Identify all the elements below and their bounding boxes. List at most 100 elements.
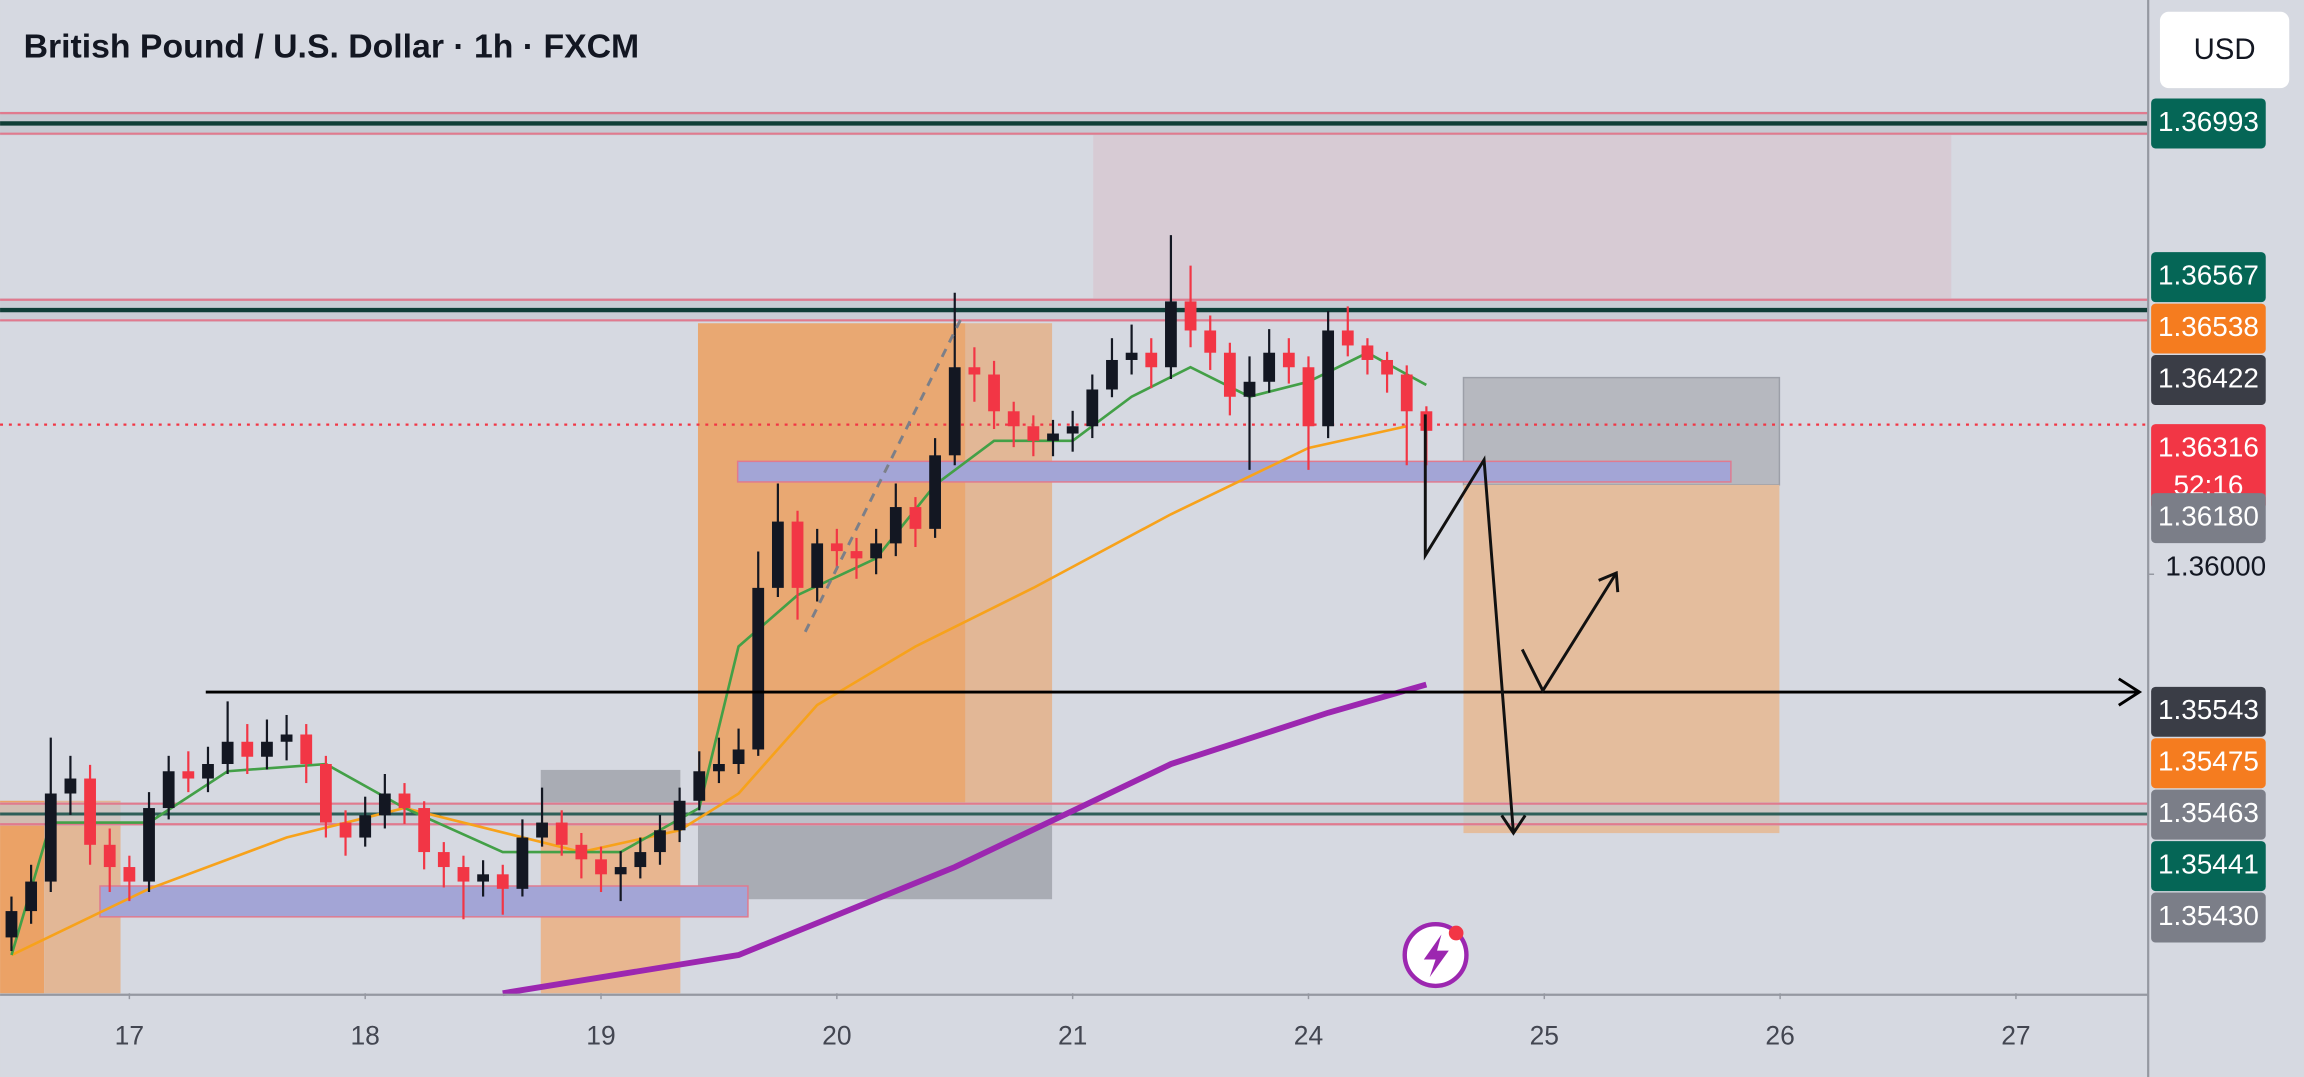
candle-body [477,874,490,882]
price-tag-label: 1.36993 [2158,106,2259,137]
candle-body [241,741,254,757]
candle-body [516,837,529,889]
candle-body [1106,359,1118,390]
candle-body [1381,359,1393,375]
price-tag [2151,493,2266,544]
candle-body [261,741,273,757]
candle-body [654,830,666,853]
candle-body [1282,352,1295,368]
axes: 17 18 19 20 21 24 25 26 27 1.36000 [115,551,2267,1051]
price-tag-label: 1.36316 [2158,431,2259,462]
trend-line [803,315,964,633]
zone [540,769,681,806]
candle-body [1263,352,1276,382]
candle-body [1302,367,1315,427]
candle-body [300,734,313,765]
price-tag [2151,841,2266,892]
candle-body [339,822,352,838]
price-tag-label: 1.35441 [2158,848,2259,879]
alert-icon-bolt [1423,934,1449,978]
price-tag-label: 1.35463 [2158,797,2259,828]
x-tick-label: 21 [1058,1020,1087,1050]
candle-body [123,867,136,882]
candle-body [870,543,883,559]
candle-body [693,771,706,801]
price-tag [2151,789,2266,840]
candle-body [1125,352,1138,360]
price-tag-label: 1.35430 [2158,900,2259,931]
candle-body [1184,301,1197,331]
zone [1463,484,1780,834]
moving-average [502,681,1428,997]
arrow-head [1598,570,1620,593]
price-tag-label: 1.36422 [2158,362,2259,393]
candle-body [634,852,647,868]
drawings-front [205,315,2143,989]
candle-body [909,507,922,529]
candle-body [437,852,450,868]
price-tag [2151,686,2266,737]
y-tick-label: 1.36000 [2165,551,2266,582]
candle-body [1145,352,1158,368]
zone [697,323,966,806]
candles [5,235,1433,952]
path-drawing [1423,414,1515,834]
price-tag-label: 1.36180 [2158,500,2259,531]
arrow-head [2118,677,2143,707]
price-tag [2151,252,2266,303]
arrow-head [1500,814,1527,836]
candle-body [64,778,77,794]
candle-body [378,793,391,816]
candle-body [771,521,784,588]
candle-body [457,867,470,882]
candle-body [1007,411,1020,427]
candle-body [752,587,765,750]
candle-body [103,844,116,868]
x-tick-label: 20 [822,1020,851,1050]
price-tag-label: 1.35543 [2158,694,2259,725]
candle-body [673,800,686,831]
demand-zone [99,885,749,918]
candle-body [1086,389,1099,427]
demand-zone [736,460,1732,483]
candle-body [1165,301,1177,368]
candle-body [889,507,902,544]
candle-body [830,543,843,552]
candle-body [398,793,411,809]
candle-body [25,881,38,912]
candle-body [44,793,57,882]
path-drawing [1520,572,1618,694]
price-tag [2151,424,2266,510]
price-tag-label: 1.35475 [2158,746,2259,777]
candle-body [791,521,804,588]
price-tag [2151,355,2266,405]
price-tag-label: 1.36538 [2158,311,2259,342]
candle-body [811,543,824,588]
candle-body [162,771,175,809]
candle-body [948,367,961,456]
candle-body [968,367,981,375]
candle-body [732,749,745,765]
zone [1093,132,1952,299]
price-tag [2151,892,2266,943]
chart-title: British Pound / U.S. Dollar · 1h · FXCM [24,27,640,65]
alert-badge [1448,925,1464,941]
x-tick-label: 27 [2001,1020,2030,1050]
currency-label: USD [2194,33,2256,66]
candle-body [988,374,1000,412]
candle-body [850,551,863,559]
candle-body [1204,330,1217,353]
candle-body [595,859,607,875]
currency-button[interactable] [2159,11,2290,89]
candle-body [1027,426,1040,441]
x-tick-label: 18 [350,1020,379,1050]
x-tick-label: 17 [115,1020,144,1050]
candle-body [614,867,627,875]
price-tag [2151,303,2266,354]
candle-body [5,911,18,938]
candle-body [221,741,234,765]
candle-body [555,822,568,845]
candle-body [536,822,548,838]
